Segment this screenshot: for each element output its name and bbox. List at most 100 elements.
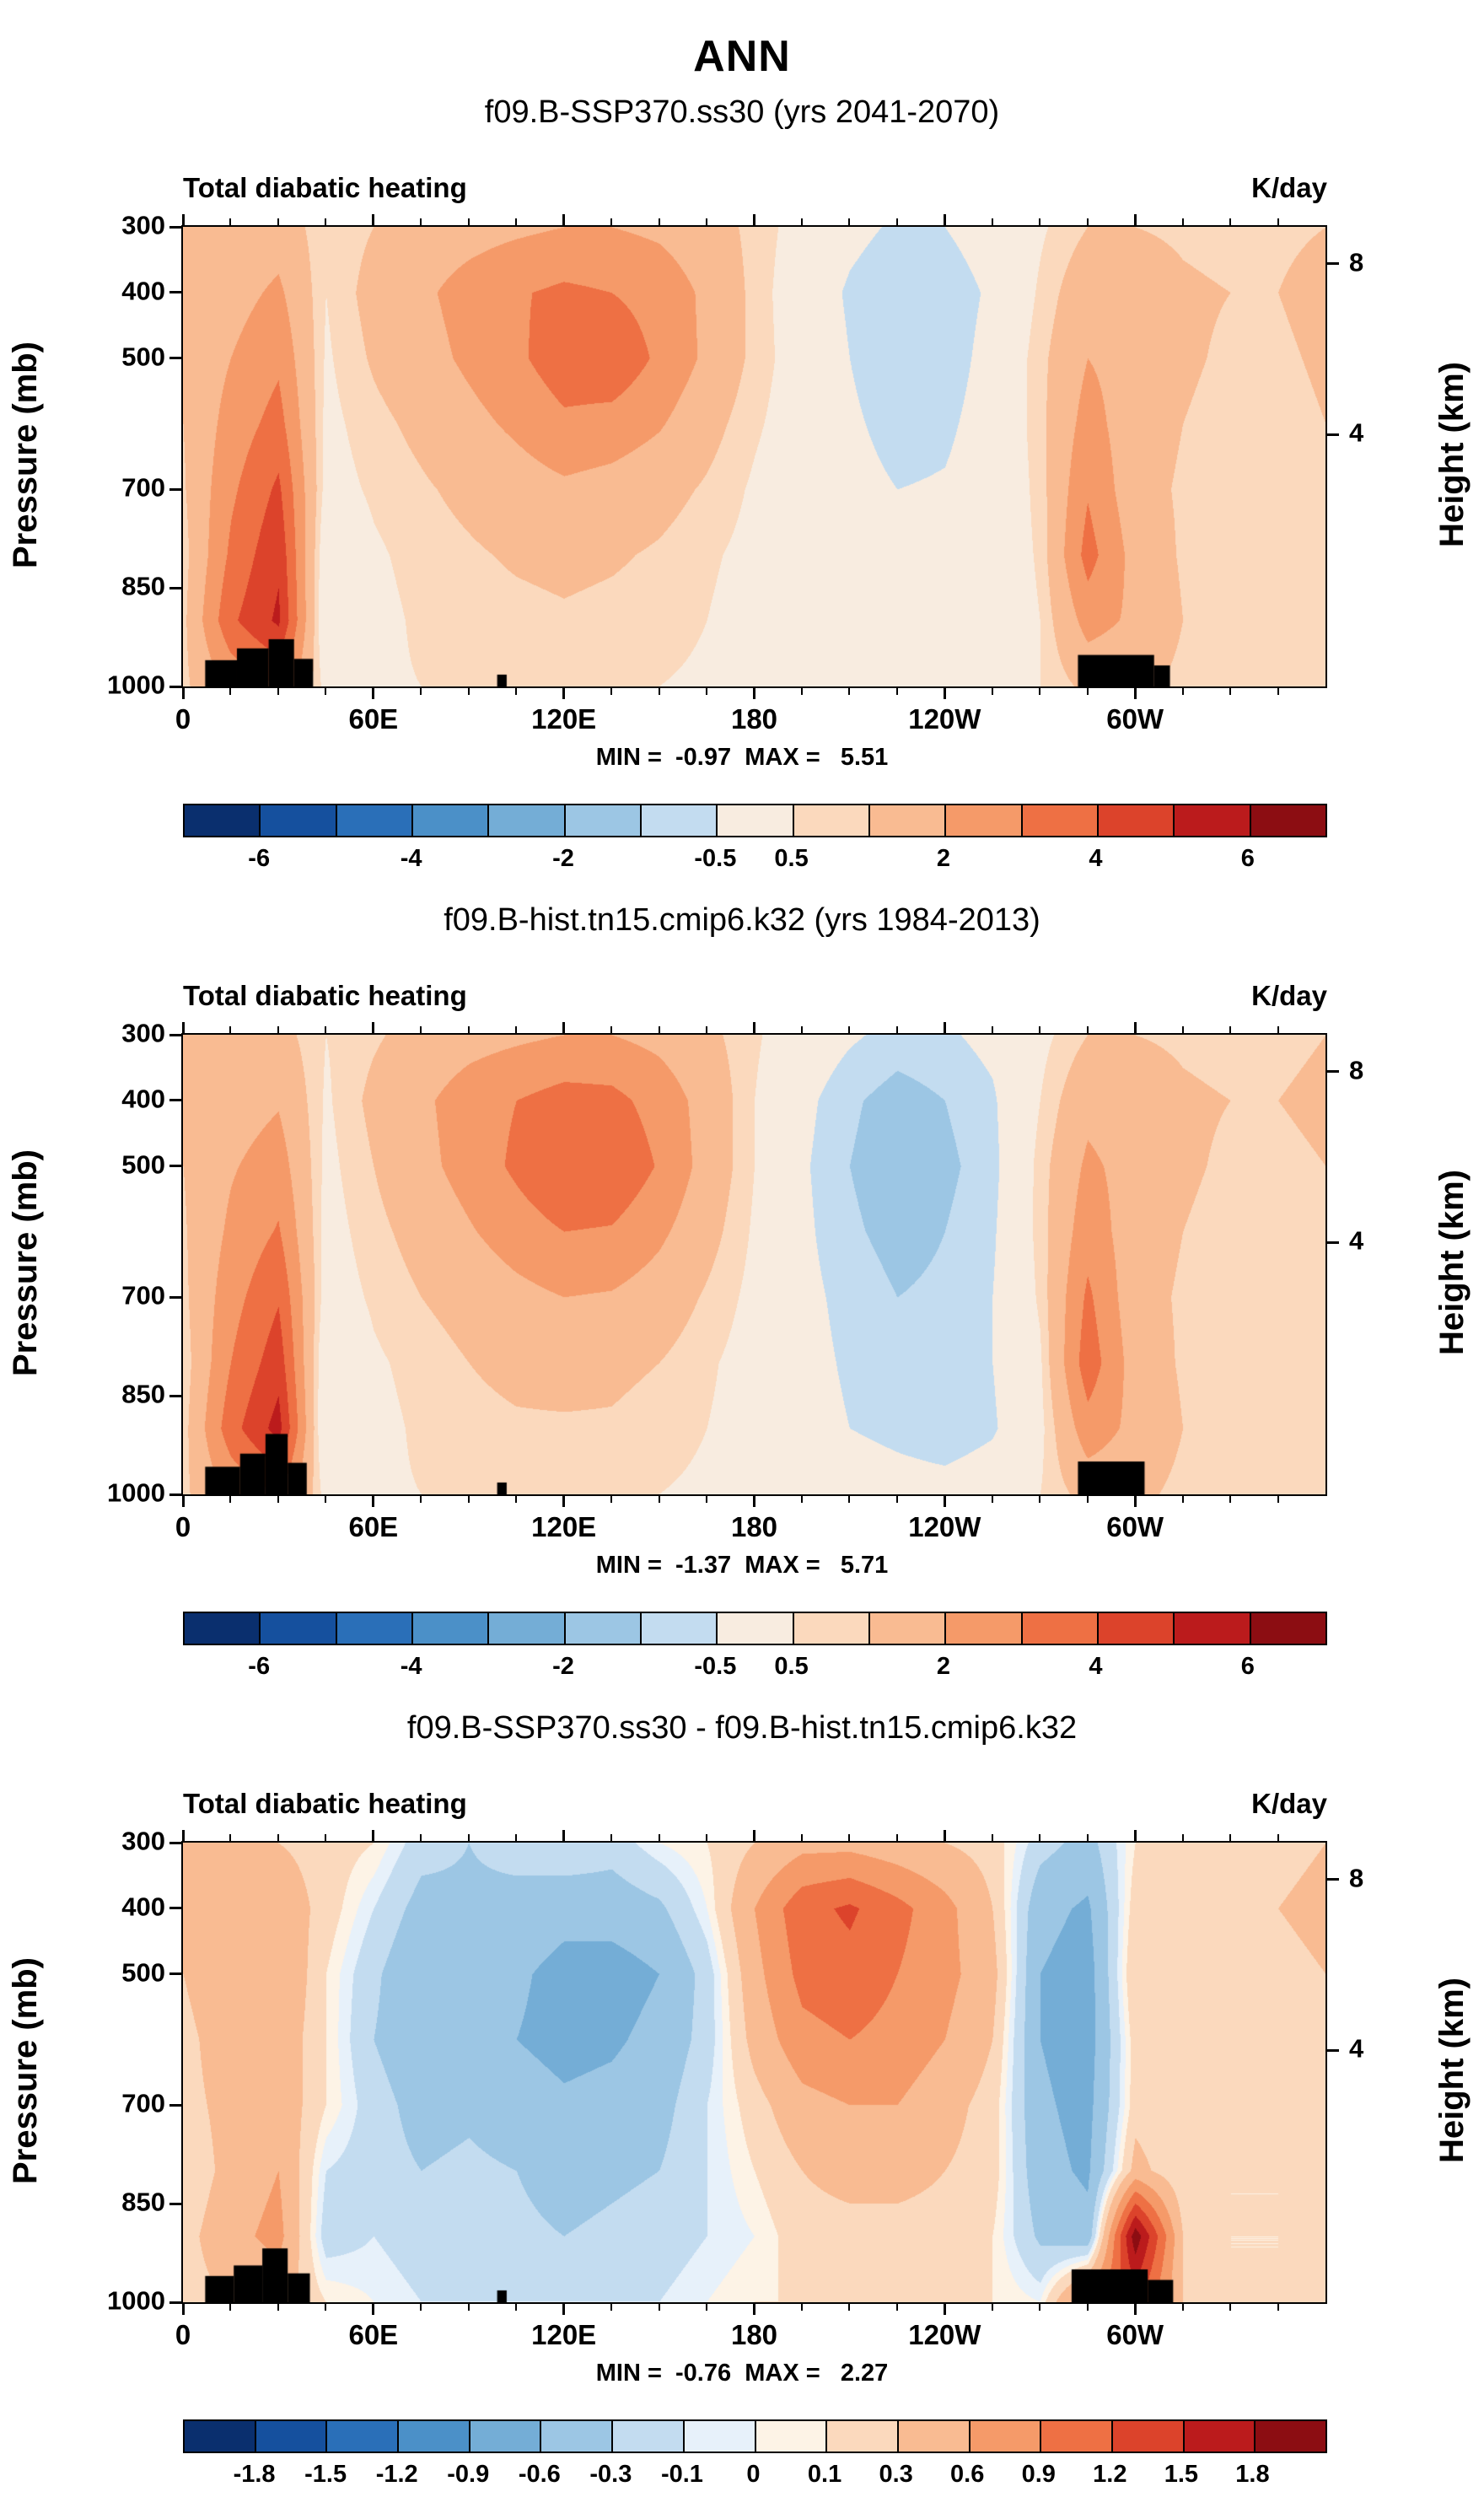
lon-tick-minor xyxy=(800,1834,803,1841)
height-tick xyxy=(1327,1241,1339,1244)
colorbar-tick-label: 1.8 xyxy=(1235,2461,1270,2488)
lon-tick-minor xyxy=(658,1834,660,1841)
lon-tick-major xyxy=(943,1830,946,1841)
lon-tick-minor xyxy=(420,2304,422,2311)
lon-tick-minor xyxy=(1086,1496,1089,1503)
pressure-tick-label: 500 xyxy=(121,342,165,372)
lon-tick-minor xyxy=(277,688,279,695)
lon-tick-major xyxy=(181,1022,185,1033)
lon-tick-minor xyxy=(325,218,327,225)
colorbar-tick-label: 2 xyxy=(936,845,951,872)
colorbar-tick-label: 6 xyxy=(1240,1653,1255,1680)
colorbar-segment xyxy=(1022,805,1099,836)
pressure-tick xyxy=(169,1033,181,1036)
colorbar-tick-label: 6 xyxy=(1240,845,1255,872)
lon-tick-minor xyxy=(420,218,422,225)
lon-tick-minor xyxy=(991,218,993,225)
colorbar-segment xyxy=(185,1613,261,1644)
lon-tick-minor xyxy=(229,1026,232,1033)
lon-tick-minor xyxy=(895,1496,898,1503)
colorbar-tick-label: -2 xyxy=(552,845,574,872)
lon-tick-minor xyxy=(515,218,518,225)
lon-tick-minor xyxy=(991,688,993,695)
lon-tick-major xyxy=(943,688,946,699)
colorbar-labels: -6 -4 -2 -0.5 0.5 2 4 6 xyxy=(183,845,1324,874)
lon-tick-minor xyxy=(610,688,613,695)
lon-tick-minor xyxy=(277,1026,279,1033)
lon-tick-minor xyxy=(1181,688,1184,695)
lon-tick-minor xyxy=(800,2304,803,2311)
lon-tick-minor xyxy=(1039,688,1041,695)
lon-tick-minor xyxy=(1229,1496,1232,1503)
lon-tick-minor xyxy=(229,688,232,695)
colorbar-segment xyxy=(641,1613,718,1644)
pressure-tick-label: 500 xyxy=(121,1957,165,1988)
panel-title: f09.B-SSP370.ss30 (yrs 2041-2070) xyxy=(484,94,1000,130)
lon-tick-minor xyxy=(467,218,470,225)
colorbar-tick-label: 0.6 xyxy=(950,2461,985,2488)
colorbar-tick-label: -1.8 xyxy=(233,2461,276,2488)
contour-plot xyxy=(181,1841,1327,2304)
pressure-tick xyxy=(169,1907,181,1910)
lon-tick-major xyxy=(181,1830,185,1841)
lon-tick-minor xyxy=(706,1496,708,1503)
lon-tick-minor xyxy=(848,1834,851,1841)
pressure-tick xyxy=(169,225,181,229)
lon-tick-major xyxy=(372,688,375,699)
pressure-tick xyxy=(169,1099,181,1102)
height-tick xyxy=(1327,262,1339,266)
lon-tick-minor xyxy=(895,1834,898,1841)
pressure-axis-title: Pressure (mb) xyxy=(7,1149,44,1376)
lon-tick-label: 0 xyxy=(175,1511,191,1542)
colorbar-tick-label: 0.5 xyxy=(774,845,809,872)
colorbar-tick-label: 0.9 xyxy=(1021,2461,1056,2488)
colorbar-tick-label: -0.9 xyxy=(447,2461,490,2488)
pressure-tick xyxy=(169,487,181,491)
panel-hist: f09.B-hist.tn15.cmip6.k32 (yrs 1984-2013… xyxy=(0,902,1484,1700)
colorbar-tick-label: 4 xyxy=(1089,1653,1103,1680)
lon-tick-minor xyxy=(848,2304,851,2311)
colorbar-tick-label: -0.5 xyxy=(694,1653,737,1680)
lon-tick-minor xyxy=(610,1496,613,1503)
colorbar-tick-label: -1.2 xyxy=(375,2461,418,2488)
pressure-tick-label: 700 xyxy=(121,1280,165,1311)
lon-tick-minor xyxy=(610,1834,613,1841)
colorbar-tick-label: 1.2 xyxy=(1093,2461,1127,2488)
minmax-stats: MIN = -1.37 MAX = 5.71 xyxy=(595,1552,889,1579)
colorbar-segment xyxy=(970,2421,1042,2451)
lon-tick-minor xyxy=(1039,1496,1041,1503)
pressure-tick xyxy=(169,2202,181,2205)
lon-tick-major xyxy=(372,1830,375,1841)
colorbar-segment xyxy=(261,805,337,836)
colorbar-labels: -6 -4 -2 -0.5 0.5 2 4 6 xyxy=(183,1653,1324,1682)
colorbar-segment xyxy=(869,805,947,836)
lon-tick-minor xyxy=(1086,1834,1089,1841)
lon-tick-label: 60W xyxy=(1106,703,1164,735)
lon-tick-minor xyxy=(1086,1026,1089,1033)
lon-tick-major xyxy=(1133,1496,1137,1507)
lon-tick-major xyxy=(181,214,185,225)
pressure-tick-label: 400 xyxy=(121,1892,165,1922)
lon-tick-minor xyxy=(420,1496,422,1503)
lon-tick-minor xyxy=(467,688,470,695)
colorbar xyxy=(183,1612,1327,1645)
lon-tick-minor xyxy=(1039,1026,1041,1033)
heating-field-canvas xyxy=(183,227,1325,686)
colorbar-segment xyxy=(1098,1613,1175,1644)
lon-tick-label: 60E xyxy=(348,703,399,735)
lon-tick-minor xyxy=(610,218,613,225)
pressure-tick-label: 1000 xyxy=(107,2285,165,2316)
lon-tick-major xyxy=(753,1496,755,1507)
colorbar-tick-label: 0.3 xyxy=(879,2461,913,2488)
pressure-tick-label: 300 xyxy=(121,1018,165,1048)
colorbar-segment xyxy=(185,805,261,836)
lon-tick-minor xyxy=(1277,2304,1279,2311)
colorbar-segment xyxy=(946,1613,1023,1644)
lon-tick-major xyxy=(753,1022,755,1033)
colorbar-segment xyxy=(327,2421,400,2451)
colorbar-segment xyxy=(1175,1613,1251,1644)
lon-tick-label: 180 xyxy=(730,1511,778,1542)
colorbar-segment xyxy=(827,2421,899,2451)
lon-tick-label: 120E xyxy=(531,1511,597,1542)
colorbar-tick-label: -0.6 xyxy=(518,2461,561,2488)
